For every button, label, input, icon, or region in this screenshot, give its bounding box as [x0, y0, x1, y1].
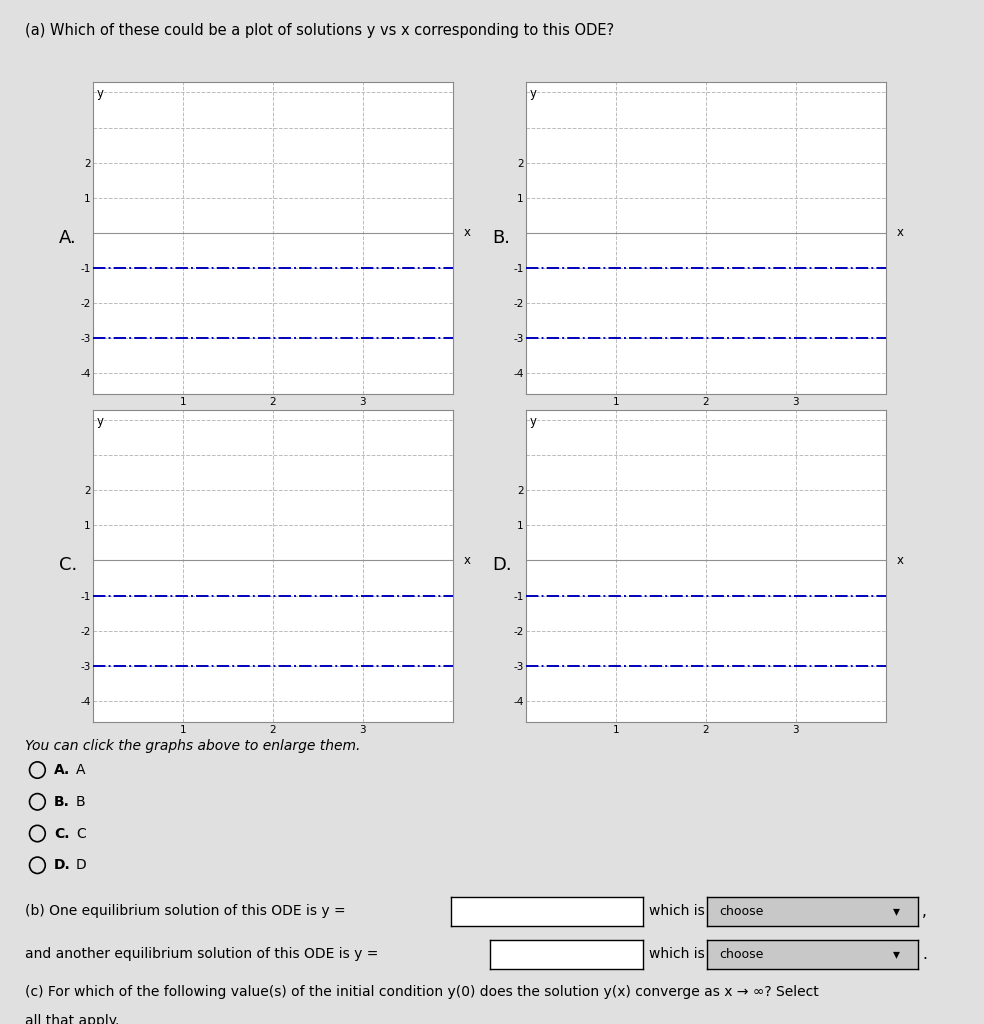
- Text: y: y: [530, 415, 537, 428]
- Text: choose: choose: [719, 905, 764, 918]
- Text: which is: which is: [649, 947, 706, 962]
- Text: y: y: [530, 87, 537, 100]
- Text: y: y: [97, 87, 104, 100]
- Text: D: D: [76, 858, 87, 872]
- Text: x: x: [896, 554, 903, 567]
- Text: A: A: [76, 763, 86, 777]
- Text: choose: choose: [719, 948, 764, 961]
- Text: .: .: [922, 947, 927, 962]
- Text: A.: A.: [54, 763, 71, 777]
- Text: A.: A.: [59, 228, 77, 247]
- Text: D.: D.: [54, 858, 71, 872]
- Text: B.: B.: [492, 228, 510, 247]
- Text: D.: D.: [492, 556, 512, 574]
- Text: (c) For which of the following value(s) of the initial condition y(0) does the s: (c) For which of the following value(s) …: [25, 985, 819, 999]
- Text: x: x: [463, 226, 470, 240]
- Text: B: B: [76, 795, 86, 809]
- Text: which is: which is: [649, 904, 706, 919]
- Text: x: x: [463, 554, 470, 567]
- Text: all that apply.: all that apply.: [25, 1014, 119, 1024]
- Text: C.: C.: [54, 826, 70, 841]
- Text: y: y: [97, 415, 104, 428]
- Text: C: C: [76, 826, 86, 841]
- Text: ,: ,: [922, 904, 927, 919]
- Text: (b) One equilibrium solution of this ODE is y =: (b) One equilibrium solution of this ODE…: [25, 904, 345, 919]
- Text: (a) Which of these could be a plot of solutions y vs x corresponding to this ODE: (a) Which of these could be a plot of so…: [25, 23, 614, 38]
- Text: ▾: ▾: [892, 947, 899, 962]
- Text: and another equilibrium solution of this ODE is y =: and another equilibrium solution of this…: [25, 947, 378, 962]
- Text: ▾: ▾: [892, 904, 899, 919]
- Text: You can click the graphs above to enlarge them.: You can click the graphs above to enlarg…: [25, 739, 360, 754]
- Text: x: x: [896, 226, 903, 240]
- Text: C.: C.: [59, 556, 78, 574]
- Text: B.: B.: [54, 795, 70, 809]
